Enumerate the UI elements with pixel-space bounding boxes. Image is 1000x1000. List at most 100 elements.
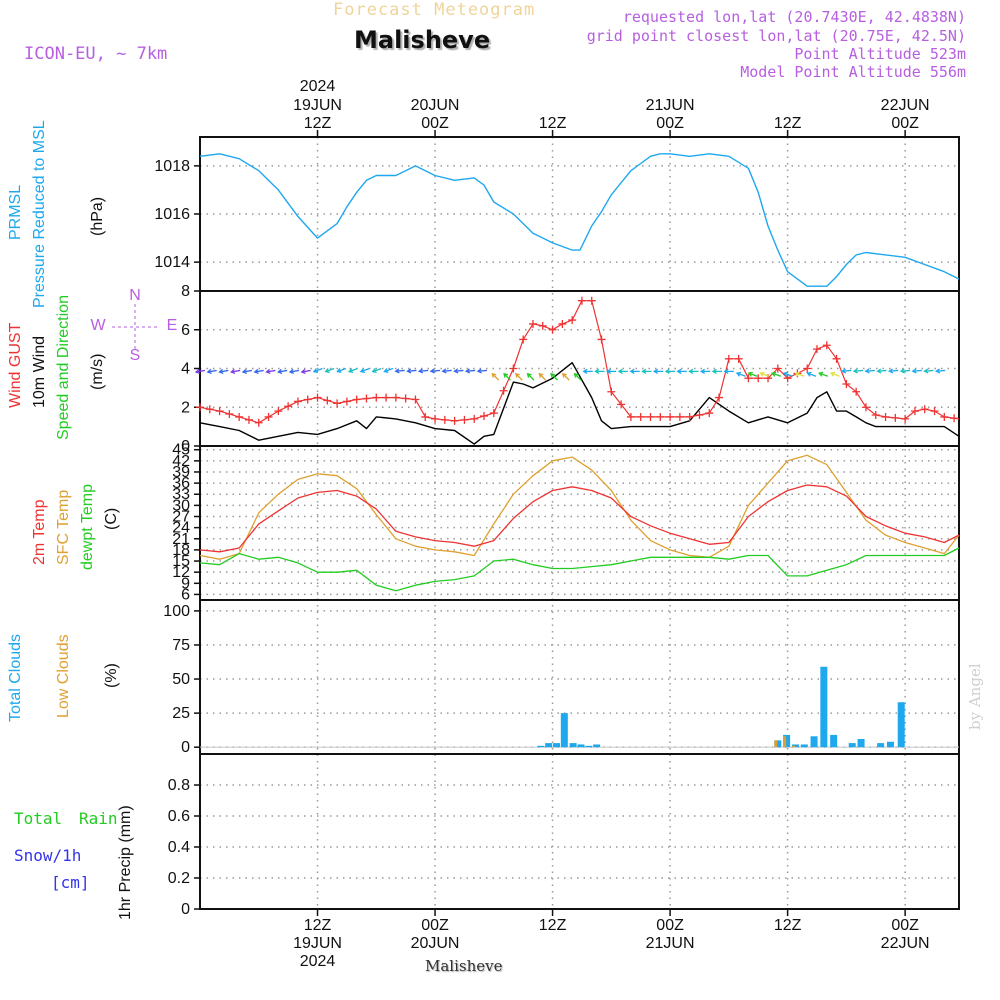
wind-arrow-head — [503, 372, 509, 378]
panel-frames — [194, 130, 960, 916]
wind-direction-arrow — [254, 369, 264, 373]
wind-tick-label: 2 — [181, 399, 190, 416]
wind-arrow-head — [300, 368, 306, 375]
wind-tick-label: 4 — [181, 361, 190, 378]
gust-marker — [421, 412, 430, 421]
wind-arrow-head — [699, 368, 706, 375]
wind-arrow-head — [491, 372, 497, 378]
footer-location: Malisheve — [425, 957, 503, 975]
temperature-tick-label: 33 — [172, 486, 190, 503]
requested-coords: requested lon,lat (20.7430E, 42.4838N) — [622, 8, 966, 26]
wind-arrow-head — [230, 368, 236, 375]
clouds-tick-label: 100 — [163, 603, 190, 620]
wind-arrow-head — [841, 368, 847, 374]
gust-marker — [519, 335, 528, 344]
wind-arrow-head — [641, 368, 647, 375]
wind-direction-arrow — [242, 369, 253, 373]
gust-marker — [656, 412, 665, 421]
temperature-tick-label: 9 — [181, 575, 190, 592]
wind-arrow-head — [476, 368, 482, 374]
wind-direction-arrow — [466, 369, 476, 372]
wind-direction-arrow — [819, 372, 828, 377]
bottom-hour-label: 00Z — [421, 917, 449, 934]
total-cloud-bar — [830, 734, 838, 748]
wind-direction-arrow — [924, 369, 934, 372]
gust-marker — [617, 400, 626, 409]
wind-direction-arrow — [515, 373, 523, 381]
wind-arrow-head — [664, 368, 670, 375]
gust-marker — [773, 364, 782, 373]
wind-direction-arrow — [337, 367, 347, 373]
wind-arrow-head — [605, 368, 611, 375]
gust-marker — [607, 387, 616, 396]
wind-arrow-head — [829, 371, 836, 377]
gust-marker — [244, 415, 253, 424]
top-day-label: 19JUN — [293, 97, 342, 114]
temperature-tick-label: 12 — [172, 564, 190, 581]
gust-marker — [431, 414, 440, 423]
wind-arrow-head — [464, 368, 471, 374]
wind-direction-arrow — [442, 369, 452, 372]
pressure-tick-label: 1018 — [154, 158, 190, 175]
rain-label: Rain — [79, 809, 118, 828]
wind-direction-arrow — [278, 369, 288, 373]
wind-direction-arrow — [865, 369, 875, 372]
total-cloud-bar — [857, 739, 865, 748]
wind-arrow-head — [336, 368, 342, 373]
gust-marker — [264, 412, 273, 421]
wind-arrow-head — [253, 368, 259, 375]
wind-direction-arrow — [772, 372, 781, 377]
total-cloud-bar — [848, 743, 856, 748]
wind-direction-arrow — [301, 369, 311, 373]
clouds-panel-frame — [199, 599, 960, 755]
gust-marker — [910, 407, 919, 416]
temperature-tick-label: 42 — [172, 453, 190, 470]
wind-direction-arrow — [266, 369, 276, 373]
wind-arrow-head — [526, 372, 532, 378]
wind-direction-arrow — [219, 369, 229, 373]
wind-arrow-head — [617, 368, 623, 375]
total-label: Total — [14, 809, 63, 828]
wind-direction-arrow — [854, 369, 864, 372]
gust-marker — [333, 399, 342, 408]
wind-arrow-head — [453, 368, 459, 374]
wind-arrow-head — [573, 372, 579, 378]
gust-marker — [734, 354, 743, 363]
gust-marker — [225, 410, 234, 419]
wind-arrow-head — [371, 368, 377, 373]
wind-arrow-head — [312, 368, 319, 373]
wind-arrow-head — [241, 368, 248, 375]
precip-tick-label: 0.4 — [168, 839, 190, 856]
wind-arrow-head — [911, 368, 917, 374]
wind-arrow-head — [923, 368, 929, 374]
temperature-tick-label: 39 — [172, 464, 190, 481]
gust-marker — [881, 412, 890, 421]
gust-marker — [587, 296, 596, 305]
wind-arrow-head — [359, 368, 366, 373]
gust-marker — [372, 393, 381, 402]
wind-direction-arrow — [795, 372, 805, 377]
bottom-year-label: 2024 — [300, 953, 336, 970]
total-cloud-bar — [800, 744, 808, 748]
wind-arrow-head — [864, 368, 870, 374]
gust-marker — [626, 412, 635, 421]
gust-marker — [871, 411, 880, 419]
wind-direction-arrow — [407, 369, 417, 372]
wind-tick-label: 8 — [181, 283, 190, 300]
wind-arrow-head — [324, 368, 330, 373]
total-cloud-bar — [886, 741, 894, 748]
low-cloud-bar — [774, 740, 778, 748]
gust-marker — [705, 409, 714, 418]
wind-arrow-head — [888, 368, 894, 374]
prmsl-line — [199, 153, 960, 287]
top-hour-label: 12Z — [774, 115, 802, 132]
total-cloud-bar — [820, 666, 828, 748]
gust-marker — [470, 414, 479, 423]
gust-marker — [577, 296, 586, 305]
gust-marker — [568, 316, 577, 325]
wind-arrow-head — [782, 371, 789, 377]
wind-direction-arrow — [454, 369, 464, 372]
wind-arrow-head — [441, 368, 447, 374]
wind-arrow-head — [206, 368, 212, 375]
